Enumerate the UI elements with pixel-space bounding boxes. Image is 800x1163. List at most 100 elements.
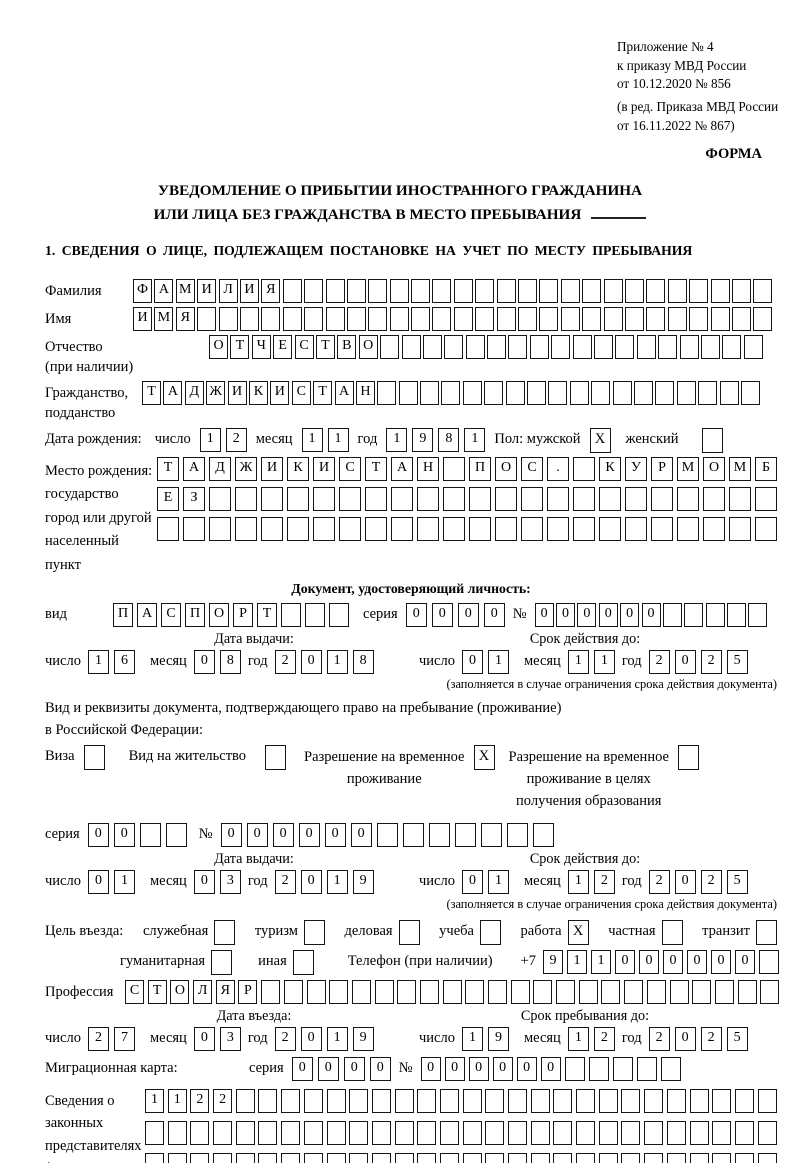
char-box[interactable] (465, 335, 485, 359)
char-box[interactable] (346, 307, 366, 331)
char-box[interactable]: 7 (113, 1026, 135, 1051)
char-box[interactable] (419, 979, 439, 1004)
char-box[interactable]: Д (184, 381, 204, 406)
char-box[interactable]: 0 (272, 822, 294, 847)
char-box[interactable] (666, 1152, 686, 1163)
char-box[interactable] (689, 307, 709, 331)
char-box[interactable] (624, 279, 644, 303)
char-box[interactable] (287, 486, 309, 511)
char-box[interactable] (443, 516, 465, 541)
char-box[interactable]: 2 (225, 427, 247, 452)
char-box[interactable] (454, 822, 476, 847)
char-box[interactable]: П (469, 456, 491, 481)
char-box[interactable] (443, 456, 465, 481)
char-box[interactable]: Ф (133, 279, 152, 303)
char-box[interactable] (325, 279, 345, 303)
char-box[interactable]: М (729, 456, 751, 481)
char-box[interactable] (689, 1088, 709, 1113)
char-box[interactable] (371, 1088, 391, 1113)
char-box[interactable]: К (248, 381, 268, 406)
char-box[interactable]: 9 (412, 427, 434, 452)
char-box[interactable]: 2 (700, 650, 722, 675)
char-box[interactable]: А (334, 381, 354, 406)
char-box[interactable] (190, 1120, 210, 1145)
char-box[interactable] (689, 279, 709, 303)
char-box[interactable]: 0 (369, 1056, 391, 1081)
char-box[interactable] (598, 1088, 618, 1113)
char-box[interactable]: 1 (326, 869, 348, 894)
char-box[interactable] (441, 381, 461, 406)
char-box[interactable] (303, 1088, 323, 1113)
char-box[interactable] (258, 1152, 278, 1163)
char-box[interactable] (235, 1152, 255, 1163)
char-box[interactable] (510, 979, 530, 1004)
char-box[interactable] (760, 979, 780, 1004)
purpose-option-checkbox[interactable] (661, 919, 683, 945)
char-box[interactable] (646, 279, 666, 303)
char-box[interactable]: 2 (274, 650, 296, 675)
char-box[interactable]: 8 (219, 650, 241, 675)
char-box[interactable]: Ж (206, 381, 226, 406)
char-box[interactable]: 2 (648, 869, 670, 894)
char-box[interactable] (621, 1120, 641, 1145)
char-box[interactable] (235, 486, 257, 511)
char-box[interactable] (326, 1088, 346, 1113)
char-box[interactable] (598, 1120, 618, 1145)
purpose-option-checkbox[interactable] (211, 949, 233, 975)
char-box[interactable] (612, 1056, 633, 1081)
char-box[interactable]: Я (261, 279, 281, 303)
char-box[interactable] (532, 822, 554, 847)
char-box[interactable] (485, 1120, 505, 1145)
char-box[interactable] (714, 979, 734, 1004)
char-box[interactable]: О (209, 603, 229, 628)
purpose-option-checkbox[interactable] (292, 949, 314, 975)
char-box[interactable]: Ч (251, 335, 271, 359)
char-box[interactable]: Е (273, 335, 293, 359)
char-box[interactable]: 2 (213, 1088, 233, 1113)
char-box[interactable]: И (227, 381, 247, 406)
char-box[interactable] (508, 1120, 527, 1145)
char-box[interactable]: Т (313, 381, 333, 406)
char-box[interactable] (757, 1088, 777, 1113)
char-box[interactable]: 0 (113, 822, 135, 847)
char-box[interactable] (753, 307, 773, 331)
char-box[interactable]: С (521, 456, 543, 481)
char-box[interactable] (496, 307, 516, 331)
char-box[interactable] (145, 1152, 164, 1163)
char-box[interactable]: С (291, 381, 311, 406)
char-box[interactable]: И (261, 456, 283, 481)
temp-permit-checkbox[interactable]: X (473, 745, 495, 771)
char-box[interactable] (527, 381, 547, 406)
char-box[interactable] (411, 279, 431, 303)
char-box[interactable] (183, 516, 205, 541)
char-box[interactable] (521, 486, 543, 511)
char-box[interactable]: 0 (641, 603, 661, 628)
char-box[interactable] (402, 822, 424, 847)
char-box[interactable] (305, 603, 325, 628)
char-box[interactable] (453, 307, 473, 331)
char-box[interactable] (599, 516, 621, 541)
char-box[interactable] (729, 516, 751, 541)
char-box[interactable]: Т (147, 979, 167, 1004)
char-box[interactable] (485, 1088, 505, 1113)
char-box[interactable] (394, 1088, 414, 1113)
char-box[interactable] (703, 486, 725, 511)
edu-permit-checkbox[interactable] (677, 745, 699, 771)
char-box[interactable] (539, 307, 559, 331)
char-box[interactable]: Ж (235, 456, 257, 481)
char-box[interactable] (553, 1088, 573, 1113)
char-box[interactable]: Т (230, 335, 250, 359)
char-box[interactable] (722, 335, 742, 359)
char-box[interactable]: 0 (317, 1056, 339, 1081)
char-box[interactable]: А (391, 456, 413, 481)
char-box[interactable] (462, 381, 482, 406)
char-box[interactable] (469, 516, 491, 541)
char-box[interactable] (748, 603, 768, 628)
purpose-option-checkbox[interactable] (479, 919, 501, 945)
char-box[interactable]: А (137, 603, 157, 628)
char-box[interactable]: 0 (324, 822, 346, 847)
char-box[interactable] (625, 516, 647, 541)
char-box[interactable] (712, 1152, 732, 1163)
char-box[interactable] (261, 979, 281, 1004)
char-box[interactable]: 2 (274, 869, 296, 894)
